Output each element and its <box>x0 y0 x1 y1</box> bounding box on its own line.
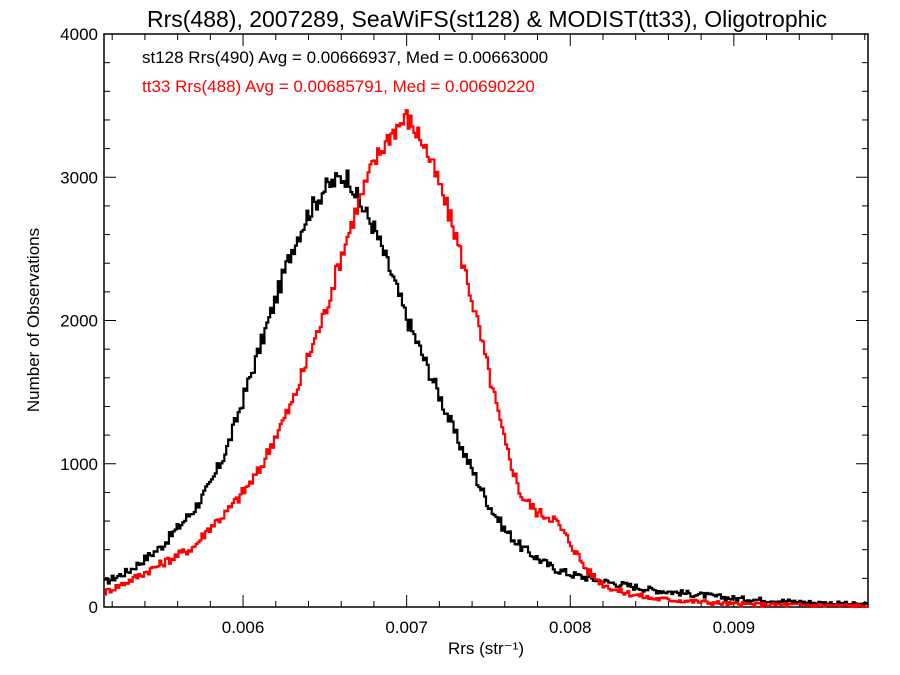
axis-ticks: 0.006 0.007 0.008 0.009 0 1000 2000 3000 4000 <box>60 25 868 637</box>
series-line-st128 <box>104 169 868 608</box>
series-layer <box>104 109 868 609</box>
y-tick-label: 2000 <box>60 312 98 331</box>
y-tick-label: 3000 <box>60 168 98 187</box>
x-tick-label: 0.009 <box>713 618 756 637</box>
legend-entry-st128: st128 Rrs(490) Avg = 0.00666937, Med = 0… <box>142 48 548 67</box>
y-tick-label: 0 <box>89 598 98 617</box>
x-tick-label: 0.007 <box>385 618 428 637</box>
x-axis-label: Rrs (str⁻¹) <box>448 639 524 658</box>
chart-title: Rrs(488), 2007289, SeaWiFS(st128) & MODI… <box>147 6 827 32</box>
y-tick-label: 1000 <box>60 455 98 474</box>
legend-entry-tt33: tt33 Rrs(488) Avg = 0.00685791, Med = 0.… <box>142 77 535 96</box>
y-tick-label: 4000 <box>60 25 98 44</box>
x-tick-label: 0.006 <box>222 618 265 637</box>
x-tick-label: 0.008 <box>549 618 592 637</box>
series-line-tt33 <box>104 109 868 609</box>
y-axis-label: Number of Observations <box>24 228 43 412</box>
